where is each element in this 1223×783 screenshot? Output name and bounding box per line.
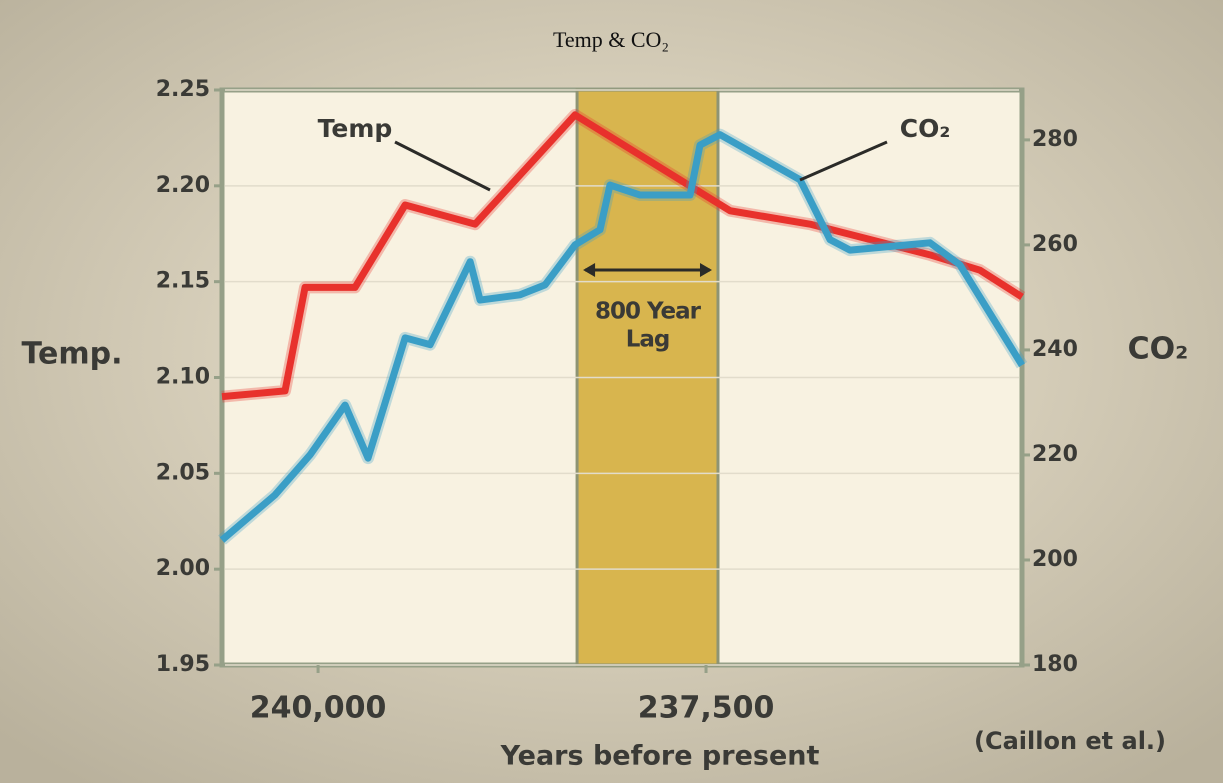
y-tick-label: 2.05 <box>156 460 210 485</box>
callout-line <box>394 140 491 192</box>
y-tick-label: 2.00 <box>156 556 210 581</box>
y-axis-label: Temp. <box>22 337 123 372</box>
y-tick-label: 2.10 <box>156 365 210 390</box>
x-tick-label: 237,500 <box>638 691 775 726</box>
series-line <box>221 111 1024 401</box>
y2-tick-label: 200 <box>1032 547 1078 572</box>
x-axis-label: Years before present <box>500 741 820 772</box>
chart-title: Temp & CO₂ <box>553 27 669 52</box>
y2-tick-label: 260 <box>1032 232 1078 257</box>
lag-label: 800 Year <box>595 299 702 325</box>
series-label: CO₂ <box>900 114 951 143</box>
y-tick-label: 1.95 <box>156 652 210 677</box>
y2-tick-label: 240 <box>1032 337 1078 362</box>
callout-line <box>799 140 888 182</box>
y-tick-label: 2.20 <box>156 173 210 198</box>
y2-axis-label: CO₂ <box>1128 332 1189 367</box>
series-label: Temp <box>318 114 393 143</box>
lag-label: Lag <box>626 327 670 353</box>
y2-tick-label: 280 <box>1032 127 1078 152</box>
y-tick-label: 2.15 <box>156 269 210 294</box>
x-tick-label: 240,000 <box>250 691 387 726</box>
source-note: (Caillon et al.) <box>974 727 1166 755</box>
y-tick-label: 2.25 <box>156 77 210 102</box>
y2-tick-label: 220 <box>1032 442 1078 467</box>
y2-tick-label: 180 <box>1032 652 1078 677</box>
series-line <box>219 131 1025 543</box>
